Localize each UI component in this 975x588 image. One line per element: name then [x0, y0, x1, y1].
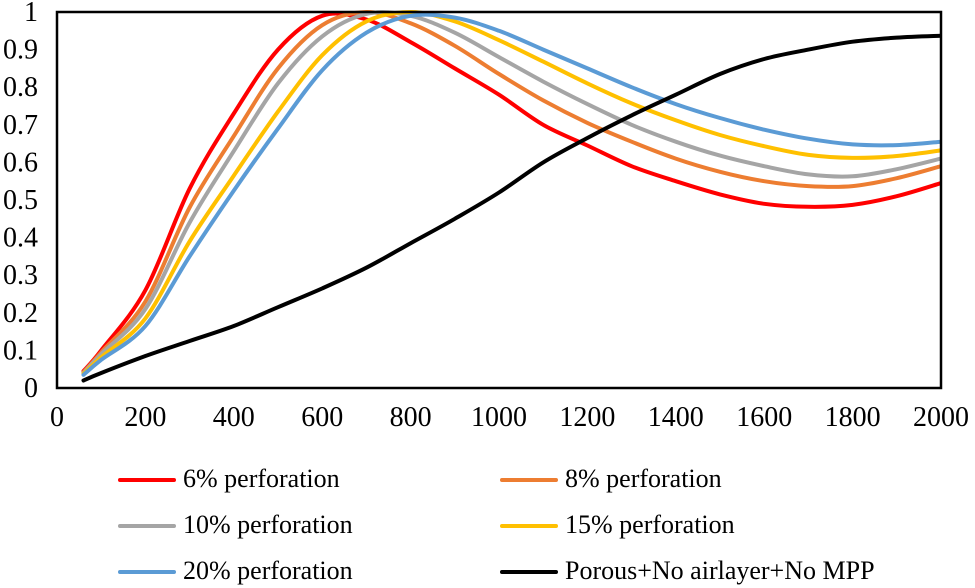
- y-axis-tick-label: 0.7: [3, 110, 38, 141]
- x-axis-tick-label: 2000: [913, 402, 969, 433]
- y-axis-tick-label: 0.6: [3, 147, 38, 178]
- y-axis-tick-label: 1: [24, 0, 38, 28]
- legend-item-porous-no-airlayer-no-mpp: Porous+No airlayer+No MPP: [500, 549, 975, 588]
- x-axis-tick-label: 200: [124, 402, 166, 433]
- series-line-6-perforation: [81, 11, 941, 374]
- x-axis-tick-label: 1800: [825, 402, 881, 433]
- legend-line-swatch: [500, 569, 558, 575]
- legend-line-swatch: [118, 523, 176, 529]
- x-axis-tick-label: 0: [50, 402, 64, 433]
- legend-label: 8% perforation: [565, 464, 722, 493]
- plot-border: [55, 10, 943, 390]
- y-axis-tick-label: 0.2: [3, 298, 38, 329]
- y-axis-tick-label: 0.1: [3, 335, 38, 366]
- series-line-15-perforation: [81, 9, 941, 376]
- legend-item-10-perforation: 10% perforation: [118, 503, 500, 549]
- legend-line-swatch: [118, 569, 176, 575]
- x-axis-tick-label: 1600: [736, 402, 792, 433]
- legend-line-swatch: [118, 477, 176, 483]
- chart-legend: 6% perforation 10% perforation 20% perfora…: [118, 457, 975, 588]
- x-axis-tick-label: 800: [390, 402, 432, 433]
- x-axis-tick-label: 1000: [471, 402, 527, 433]
- legend-label: 15% perforation: [565, 510, 735, 539]
- y-axis-tick-label: 0: [24, 373, 38, 404]
- y-axis-tick-label: 0.9: [3, 35, 38, 66]
- legend-line-swatch: [500, 477, 558, 483]
- y-axis-tick-label: 0.8: [3, 72, 38, 103]
- legend-label: 10% perforation: [183, 510, 353, 539]
- x-axis-tick-label: 1400: [648, 402, 704, 433]
- legend-item-8-perforation: 8% perforation: [500, 457, 975, 503]
- series-line-porous-no-airlayer-no-mpp: [81, 33, 941, 383]
- x-axis-tick-label: 1200: [559, 402, 615, 433]
- legend-label: Porous+No airlayer+No MPP: [565, 556, 875, 585]
- line-chart: 0 0.1 0.2 0.3 0.4 0.5 0.6 0.7 0.8 0.9 1 0 200 400 600 8…: [3, 0, 969, 433]
- x-axis-tick-label: 600: [301, 402, 343, 433]
- series-line-10-perforation: [81, 10, 941, 375]
- legend-item-20-perforation: 20% perforation: [118, 549, 500, 588]
- legend-item-15-perforation: 15% perforation: [500, 503, 975, 549]
- legend-label: 20% perforation: [183, 556, 353, 585]
- y-axis-tick-label: 0.4: [3, 223, 38, 254]
- series-line-8-perforation: [81, 9, 941, 375]
- legend-item-6-perforation: 6% perforation: [118, 457, 500, 503]
- y-axis-tick-label: 0.5: [3, 185, 38, 216]
- x-axis-tick-label: 400: [213, 402, 255, 433]
- series-line-20-perforation: [81, 12, 941, 377]
- legend-line-swatch: [500, 523, 558, 529]
- legend-label: 6% perforation: [183, 464, 340, 493]
- y-axis-tick-label: 0.3: [3, 260, 38, 291]
